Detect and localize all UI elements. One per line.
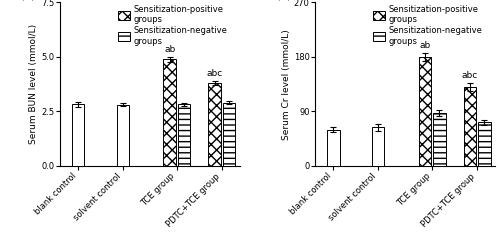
- Text: (A): (A): [20, 0, 36, 1]
- Text: abc: abc: [462, 71, 478, 80]
- Legend: Sensitization-positive
groups, Sensitization-negative
groups: Sensitization-positive groups, Sensitiza…: [374, 5, 482, 46]
- Bar: [178, 105, 190, 166]
- Bar: [222, 103, 235, 166]
- Legend: Sensitization-positive
groups, Sensitization-negative
groups: Sensitization-positive groups, Sensitiza…: [118, 5, 227, 46]
- Text: abc: abc: [206, 68, 222, 77]
- Text: (B): (B): [276, 0, 291, 1]
- Bar: [116, 105, 129, 166]
- Bar: [327, 130, 340, 166]
- Bar: [372, 127, 384, 166]
- Bar: [464, 87, 476, 166]
- Y-axis label: Serum BUN level (mmol/L): Serum BUN level (mmol/L): [30, 24, 38, 144]
- Text: ab: ab: [164, 45, 175, 54]
- Bar: [478, 122, 490, 166]
- Y-axis label: Serum Cr level (mmol/L): Serum Cr level (mmol/L): [282, 29, 291, 140]
- Text: ab: ab: [420, 41, 430, 50]
- Bar: [164, 59, 176, 166]
- Bar: [418, 57, 431, 166]
- Bar: [72, 105, 85, 166]
- Bar: [433, 113, 446, 166]
- Bar: [208, 83, 221, 166]
